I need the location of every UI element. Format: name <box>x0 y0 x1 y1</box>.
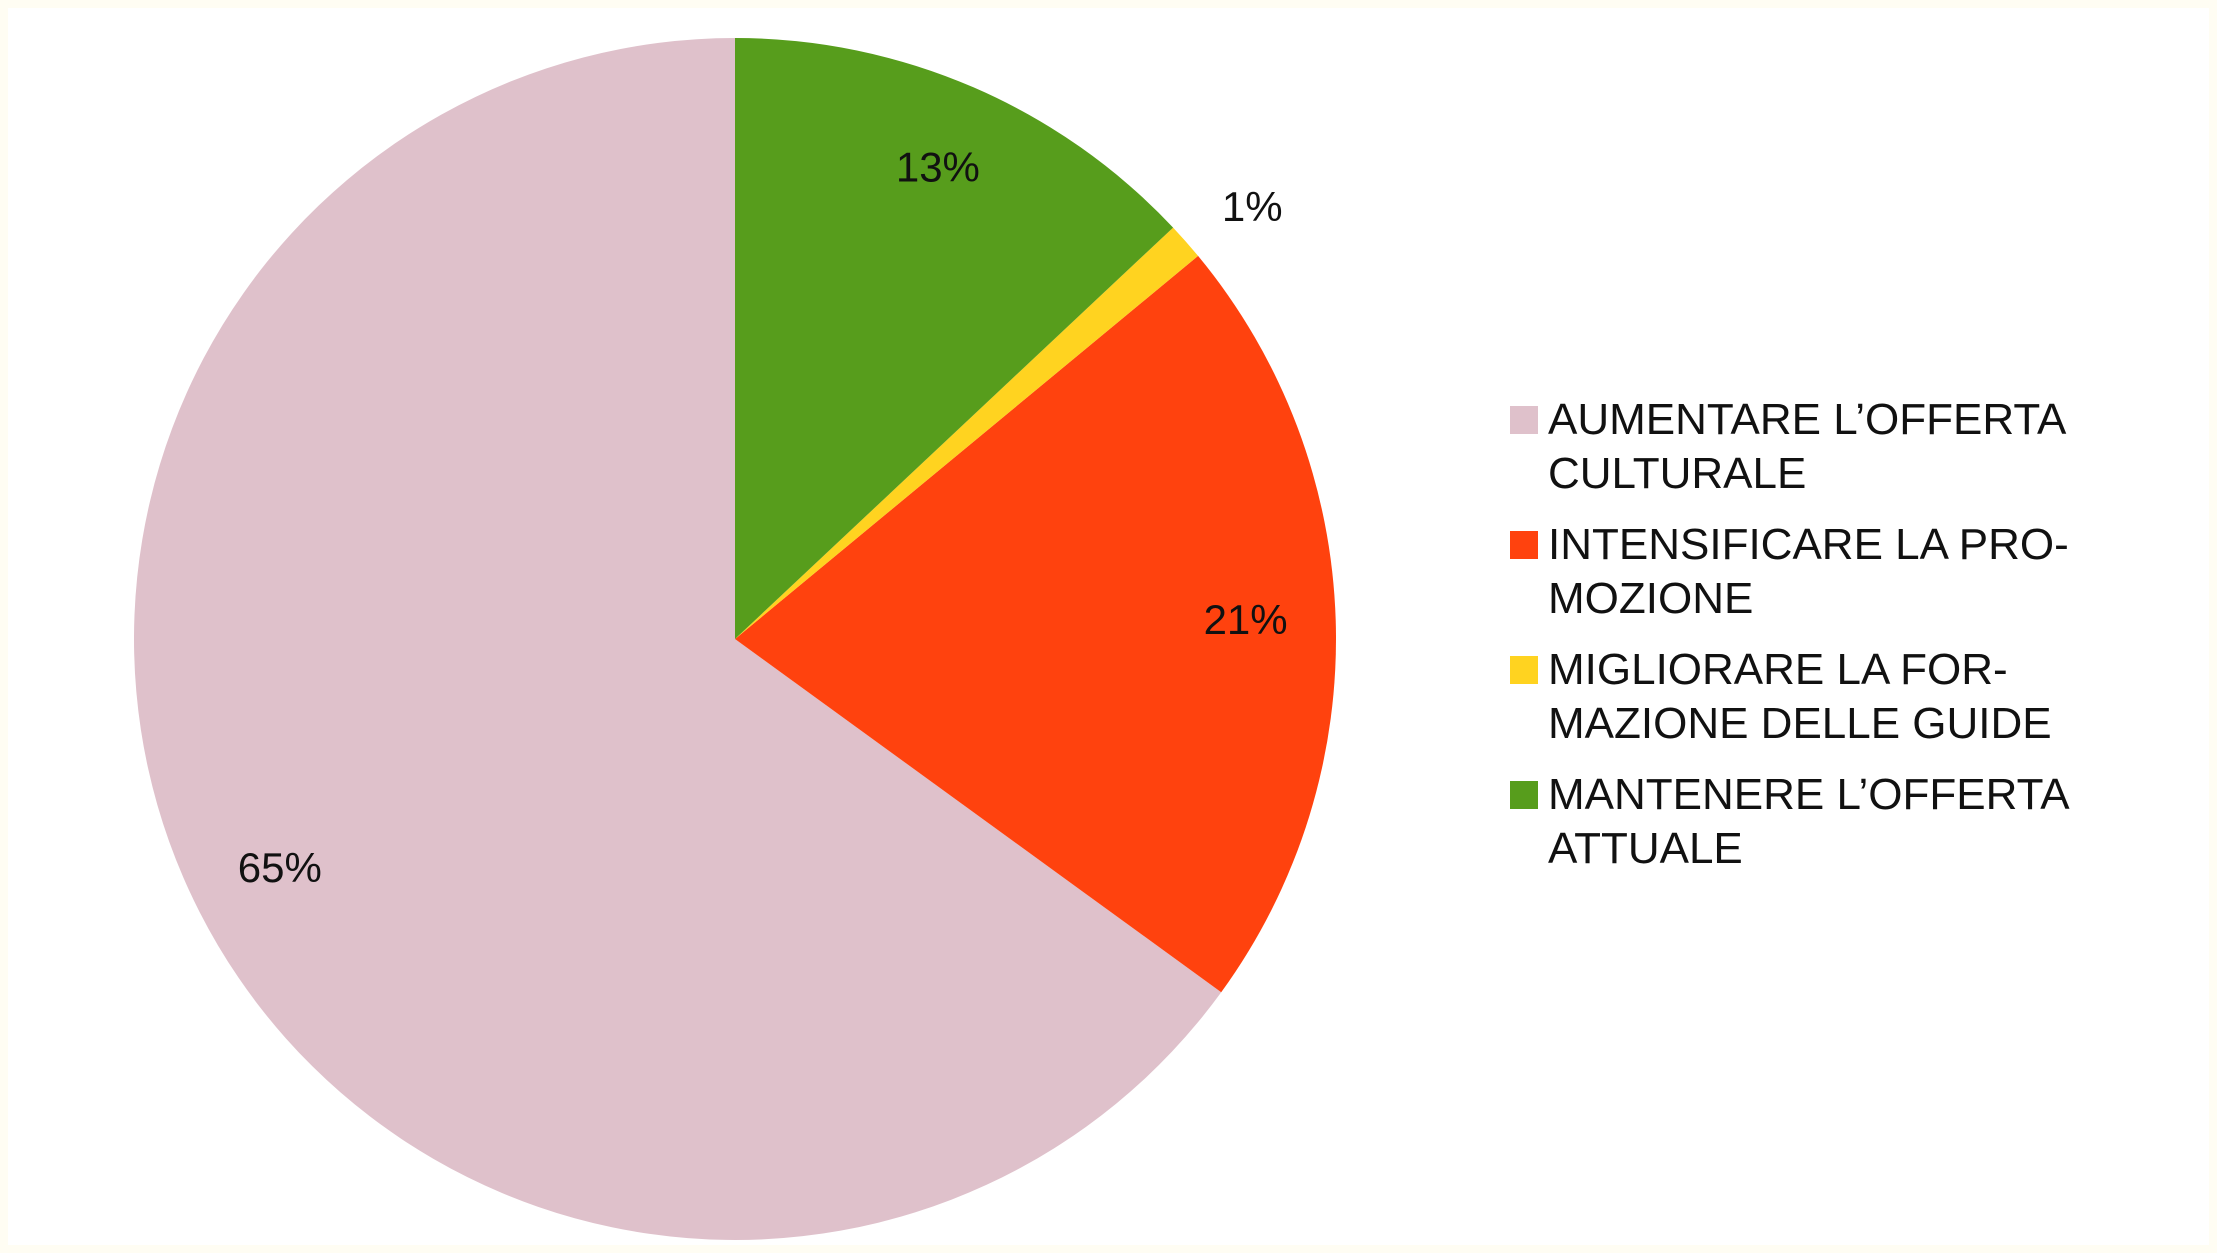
legend-entry: MIGLIORARE LA FOR- MAZIONE DELLE GUIDE <box>1510 643 2070 751</box>
legend-label: INTENSIFICARE LA PRO- MOZIONE <box>1548 520 2069 623</box>
legend-entry: MANTENERE L’OFFERTA ATTUALE <box>1510 768 2070 876</box>
legend-entry: AUMENTARE L’OFFERTA CULTURALE <box>1510 393 2070 501</box>
legend-swatch <box>1510 656 1538 684</box>
legend-label: MIGLIORARE LA FOR- MAZIONE DELLE GUIDE <box>1548 645 2052 748</box>
data-label: 21% <box>1204 596 1288 643</box>
legend-label: MANTENERE L’OFFERTA ATTUALE <box>1548 770 2070 873</box>
legend: AUMENTARE L’OFFERTA CULTURALE INTENSIFICA… <box>1510 393 2070 893</box>
pie-slice <box>735 227 1199 639</box>
pie-slice <box>735 255 1336 993</box>
legend-label: AUMENTARE L’OFFERTA CULTURALE <box>1548 395 2067 498</box>
data-label: 13% <box>896 143 980 190</box>
data-label: 1% <box>1222 183 1283 230</box>
legend-swatch <box>1510 781 1538 809</box>
data-label: 65% <box>238 844 322 891</box>
legend-swatch <box>1510 406 1538 434</box>
pie-slice <box>133 38 1222 1240</box>
pie-slice <box>735 38 1174 639</box>
legend-entry: INTENSIFICARE LA PRO- MOZIONE <box>1510 518 2070 626</box>
legend-swatch <box>1510 531 1538 559</box>
